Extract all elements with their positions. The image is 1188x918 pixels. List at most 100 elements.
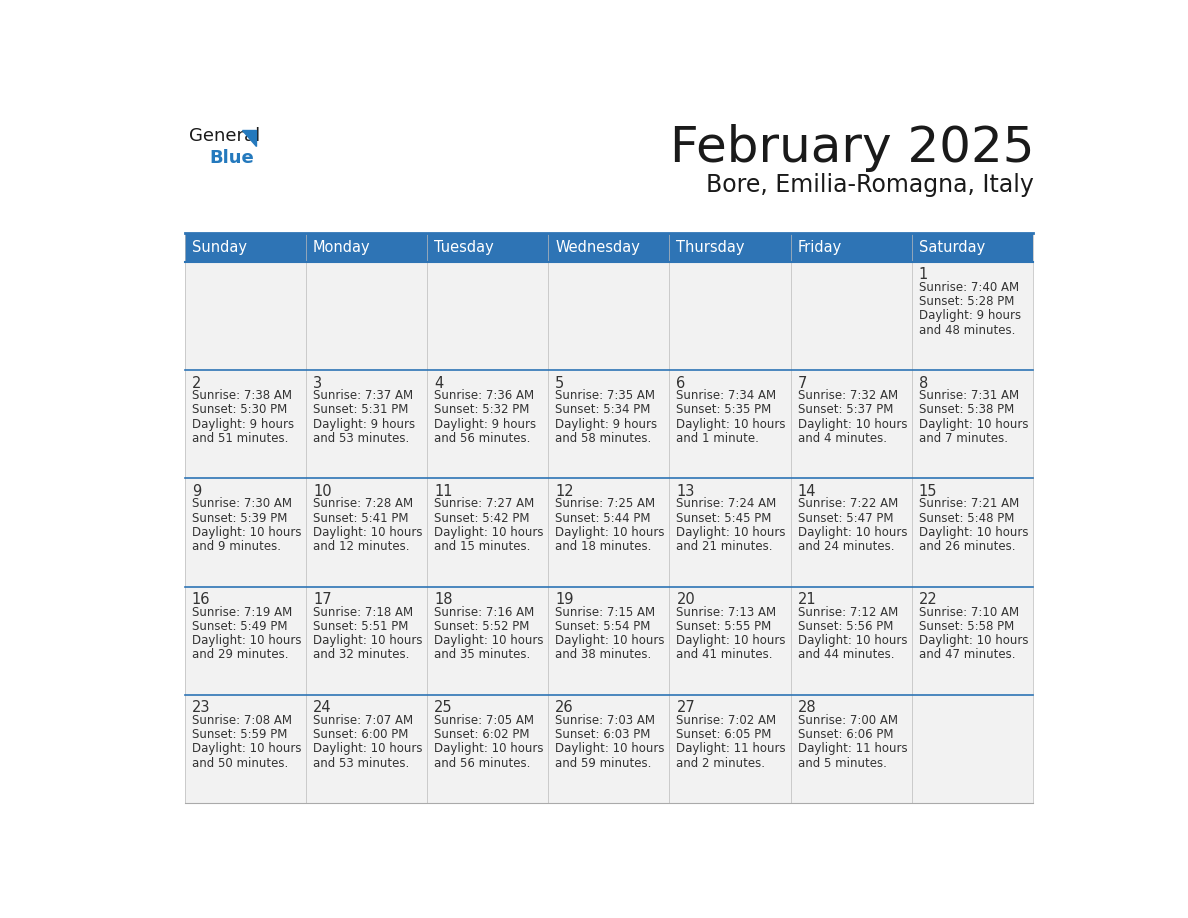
Text: Blue: Blue: [210, 149, 254, 167]
Text: Sunset: 5:44 PM: Sunset: 5:44 PM: [555, 511, 651, 524]
Text: Bore, Emilia-Romagna, Italy: Bore, Emilia-Romagna, Italy: [707, 174, 1035, 197]
Text: Sunrise: 7:36 AM: Sunrise: 7:36 AM: [434, 389, 535, 402]
Text: and 38 minutes.: and 38 minutes.: [555, 648, 651, 661]
Bar: [185, 262, 1032, 370]
Text: Sunrise: 7:00 AM: Sunrise: 7:00 AM: [797, 714, 897, 727]
Text: and 53 minutes.: and 53 minutes.: [312, 756, 410, 769]
Text: Sunset: 5:55 PM: Sunset: 5:55 PM: [676, 620, 772, 633]
Text: and 24 minutes.: and 24 minutes.: [797, 540, 895, 553]
Text: Sunset: 6:05 PM: Sunset: 6:05 PM: [676, 728, 772, 741]
Text: and 48 minutes.: and 48 minutes.: [918, 323, 1015, 337]
Text: and 26 minutes.: and 26 minutes.: [918, 540, 1015, 553]
Text: Daylight: 10 hours: Daylight: 10 hours: [918, 418, 1028, 431]
Text: Sunday: Sunday: [192, 241, 247, 255]
Text: Sunrise: 7:34 AM: Sunrise: 7:34 AM: [676, 389, 777, 402]
Text: and 44 minutes.: and 44 minutes.: [797, 648, 895, 661]
Text: Daylight: 10 hours: Daylight: 10 hours: [797, 526, 906, 539]
Text: Sunset: 6:00 PM: Sunset: 6:00 PM: [312, 728, 409, 741]
Text: and 47 minutes.: and 47 minutes.: [918, 648, 1015, 661]
Text: Sunrise: 7:30 AM: Sunrise: 7:30 AM: [192, 498, 292, 510]
Polygon shape: [241, 130, 257, 146]
Text: Sunrise: 7:40 AM: Sunrise: 7:40 AM: [918, 281, 1019, 294]
Text: Daylight: 10 hours: Daylight: 10 hours: [434, 743, 544, 756]
Text: 22: 22: [918, 592, 937, 607]
Text: Sunrise: 7:12 AM: Sunrise: 7:12 AM: [797, 606, 898, 619]
Text: Sunrise: 7:10 AM: Sunrise: 7:10 AM: [918, 606, 1019, 619]
Bar: [185, 695, 1032, 803]
Text: Sunset: 5:34 PM: Sunset: 5:34 PM: [555, 403, 651, 416]
Text: and 50 minutes.: and 50 minutes.: [192, 756, 289, 769]
Text: 23: 23: [192, 700, 210, 715]
Text: Daylight: 10 hours: Daylight: 10 hours: [555, 634, 665, 647]
Text: Daylight: 10 hours: Daylight: 10 hours: [192, 526, 302, 539]
Text: Daylight: 10 hours: Daylight: 10 hours: [434, 526, 544, 539]
Text: Sunrise: 7:08 AM: Sunrise: 7:08 AM: [192, 714, 292, 727]
Text: Thursday: Thursday: [676, 241, 745, 255]
Text: Sunset: 5:58 PM: Sunset: 5:58 PM: [918, 620, 1013, 633]
Text: Daylight: 10 hours: Daylight: 10 hours: [192, 634, 302, 647]
Text: Daylight: 9 hours: Daylight: 9 hours: [192, 418, 293, 431]
Text: 24: 24: [312, 700, 331, 715]
Text: and 15 minutes.: and 15 minutes.: [434, 540, 531, 553]
Text: and 32 minutes.: and 32 minutes.: [312, 648, 410, 661]
Text: Sunset: 5:48 PM: Sunset: 5:48 PM: [918, 511, 1015, 524]
Text: Sunrise: 7:13 AM: Sunrise: 7:13 AM: [676, 606, 777, 619]
Text: Sunset: 5:49 PM: Sunset: 5:49 PM: [192, 620, 287, 633]
Text: 5: 5: [555, 375, 564, 390]
Text: and 9 minutes.: and 9 minutes.: [192, 540, 280, 553]
Text: Daylight: 10 hours: Daylight: 10 hours: [676, 526, 786, 539]
Text: Daylight: 10 hours: Daylight: 10 hours: [797, 418, 906, 431]
Text: 11: 11: [434, 484, 453, 498]
Text: 20: 20: [676, 592, 695, 607]
Text: Sunset: 5:39 PM: Sunset: 5:39 PM: [192, 511, 287, 524]
Text: Sunrise: 7:28 AM: Sunrise: 7:28 AM: [312, 498, 413, 510]
Text: General: General: [189, 127, 260, 145]
Text: Sunrise: 7:24 AM: Sunrise: 7:24 AM: [676, 498, 777, 510]
Text: 19: 19: [555, 592, 574, 607]
Text: Sunrise: 7:02 AM: Sunrise: 7:02 AM: [676, 714, 777, 727]
Text: Daylight: 10 hours: Daylight: 10 hours: [918, 526, 1028, 539]
Text: Sunset: 5:45 PM: Sunset: 5:45 PM: [676, 511, 772, 524]
Text: Daylight: 10 hours: Daylight: 10 hours: [555, 526, 665, 539]
Text: and 56 minutes.: and 56 minutes.: [434, 431, 531, 444]
Text: and 58 minutes.: and 58 minutes.: [555, 431, 651, 444]
Text: 18: 18: [434, 592, 453, 607]
Text: 17: 17: [312, 592, 331, 607]
Text: Sunset: 5:54 PM: Sunset: 5:54 PM: [555, 620, 651, 633]
Text: Sunset: 5:31 PM: Sunset: 5:31 PM: [312, 403, 409, 416]
Text: Sunrise: 7:37 AM: Sunrise: 7:37 AM: [312, 389, 413, 402]
Text: Sunset: 5:37 PM: Sunset: 5:37 PM: [797, 403, 893, 416]
Text: Wednesday: Wednesday: [555, 241, 640, 255]
Text: and 18 minutes.: and 18 minutes.: [555, 540, 652, 553]
Text: Sunrise: 7:15 AM: Sunrise: 7:15 AM: [555, 606, 656, 619]
Text: Sunset: 5:52 PM: Sunset: 5:52 PM: [434, 620, 530, 633]
Bar: [185, 587, 1032, 695]
Text: 4: 4: [434, 375, 443, 390]
Text: Sunrise: 7:16 AM: Sunrise: 7:16 AM: [434, 606, 535, 619]
Text: Sunrise: 7:21 AM: Sunrise: 7:21 AM: [918, 498, 1019, 510]
Text: and 7 minutes.: and 7 minutes.: [918, 431, 1007, 444]
Text: 25: 25: [434, 700, 453, 715]
Text: Sunrise: 7:38 AM: Sunrise: 7:38 AM: [192, 389, 292, 402]
Bar: [185, 233, 1032, 262]
Text: Daylight: 11 hours: Daylight: 11 hours: [676, 743, 786, 756]
Text: Daylight: 10 hours: Daylight: 10 hours: [434, 634, 544, 647]
Text: 28: 28: [797, 700, 816, 715]
Text: and 4 minutes.: and 4 minutes.: [797, 431, 886, 444]
Text: Sunrise: 7:35 AM: Sunrise: 7:35 AM: [555, 389, 656, 402]
Text: Sunrise: 7:22 AM: Sunrise: 7:22 AM: [797, 498, 898, 510]
Text: Sunrise: 7:07 AM: Sunrise: 7:07 AM: [312, 714, 413, 727]
Bar: [185, 370, 1032, 478]
Text: and 53 minutes.: and 53 minutes.: [312, 431, 410, 444]
Text: Sunrise: 7:31 AM: Sunrise: 7:31 AM: [918, 389, 1019, 402]
Text: Sunset: 6:06 PM: Sunset: 6:06 PM: [797, 728, 893, 741]
Text: Sunset: 5:41 PM: Sunset: 5:41 PM: [312, 511, 409, 524]
Text: Sunrise: 7:27 AM: Sunrise: 7:27 AM: [434, 498, 535, 510]
Text: Daylight: 10 hours: Daylight: 10 hours: [312, 743, 423, 756]
Text: Friday: Friday: [797, 241, 842, 255]
Text: and 5 minutes.: and 5 minutes.: [797, 756, 886, 769]
Text: Daylight: 10 hours: Daylight: 10 hours: [312, 526, 423, 539]
Text: Daylight: 11 hours: Daylight: 11 hours: [797, 743, 908, 756]
Text: Sunset: 5:47 PM: Sunset: 5:47 PM: [797, 511, 893, 524]
Text: Sunset: 6:02 PM: Sunset: 6:02 PM: [434, 728, 530, 741]
